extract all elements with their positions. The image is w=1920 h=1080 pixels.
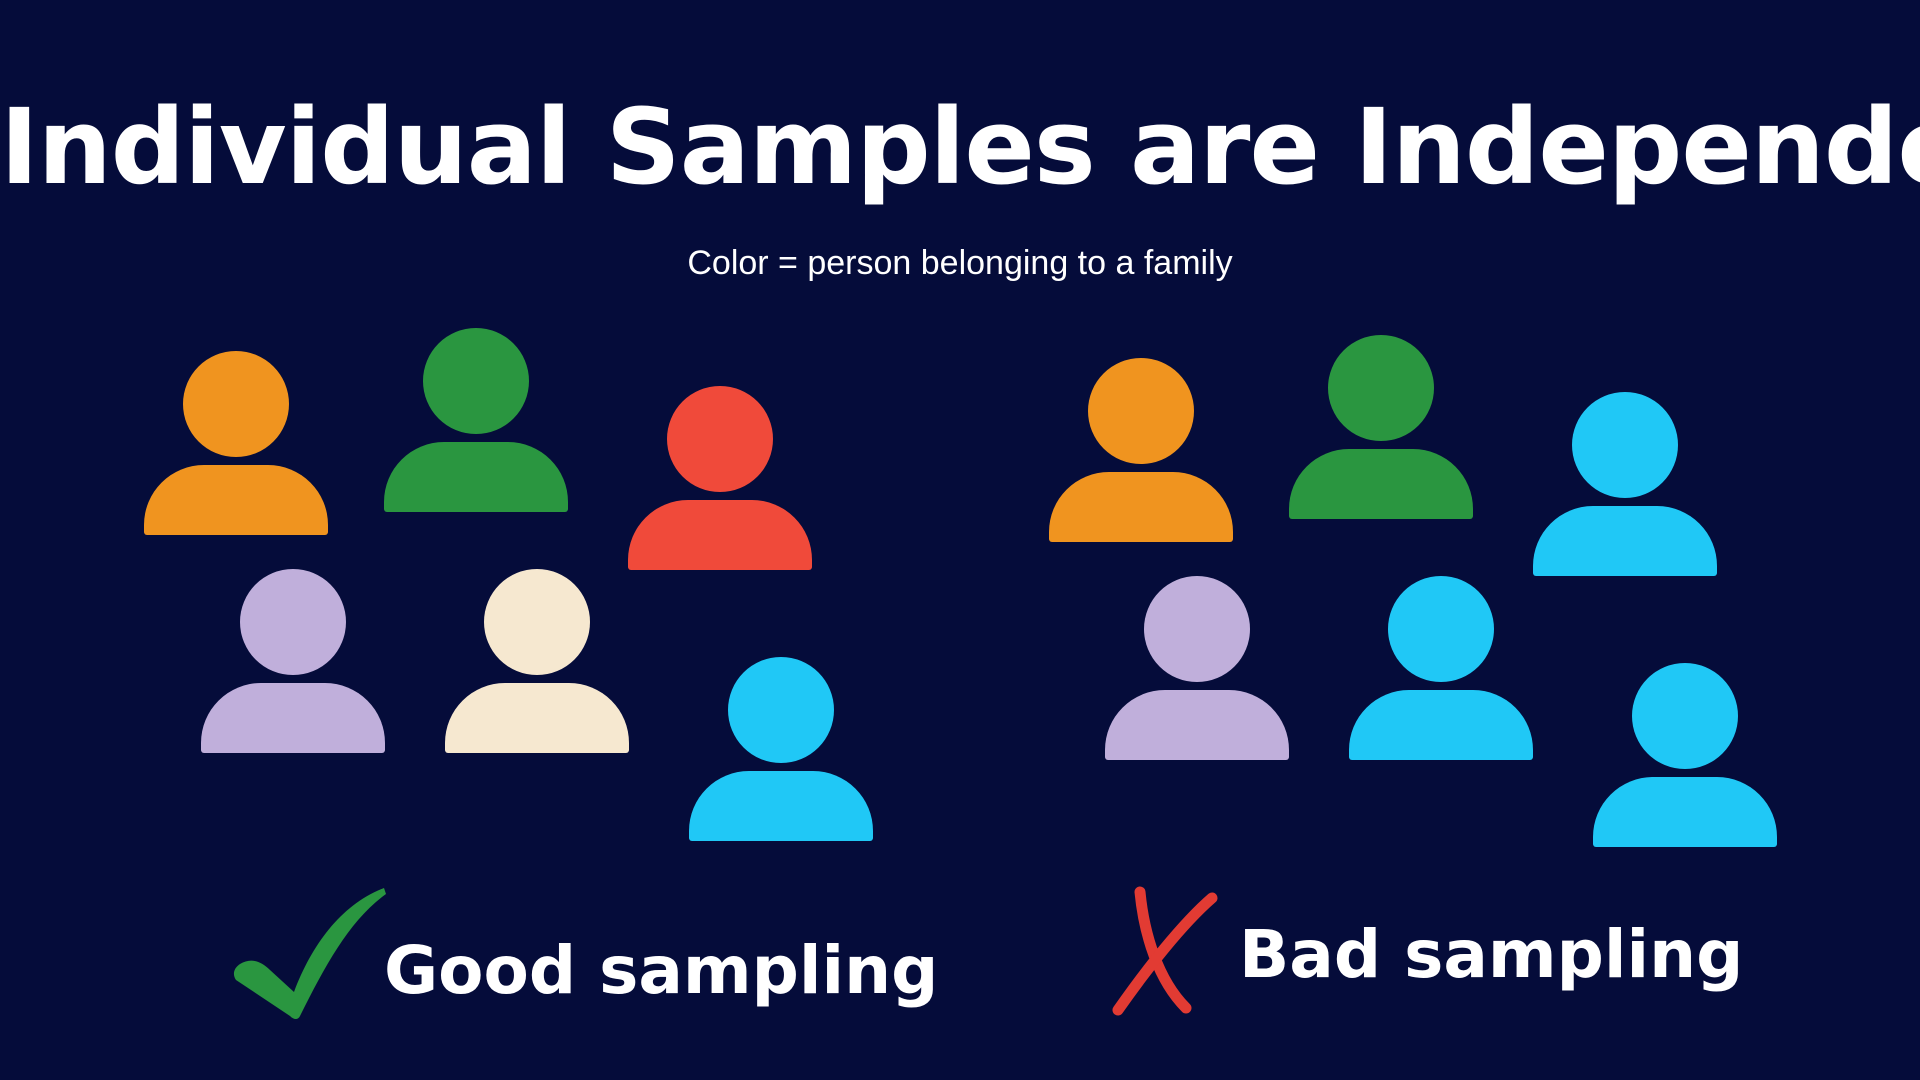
person-head xyxy=(728,657,834,763)
person-head xyxy=(183,351,289,457)
person-head xyxy=(423,328,529,434)
person-body xyxy=(689,771,873,841)
person-body xyxy=(1533,506,1717,576)
person-body xyxy=(445,683,629,753)
page-title: Individual Samples are Independent xyxy=(0,86,1920,208)
cross-stroke xyxy=(1112,892,1218,1016)
cross-icon xyxy=(1112,886,1218,1016)
bad-sampling-label: Bad sampling xyxy=(1239,916,1744,993)
person-icon xyxy=(1533,392,1717,576)
person-head xyxy=(1088,358,1194,464)
person-body xyxy=(201,683,385,753)
person-body xyxy=(144,465,328,535)
person-icon xyxy=(201,569,385,753)
person-head xyxy=(667,386,773,492)
person-body xyxy=(384,442,568,512)
person-icon xyxy=(144,351,328,535)
person-head xyxy=(240,569,346,675)
person-head xyxy=(1632,663,1738,769)
checkmark-icon xyxy=(233,888,386,1019)
person-body xyxy=(1349,690,1533,760)
person-body xyxy=(1593,777,1777,847)
person-head xyxy=(1388,576,1494,682)
person-icon xyxy=(1289,335,1473,519)
person-icon xyxy=(445,569,629,753)
person-body xyxy=(1049,472,1233,542)
person-icon xyxy=(1105,576,1289,760)
person-icon xyxy=(384,328,568,512)
person-body xyxy=(628,500,812,570)
person-body xyxy=(1105,690,1289,760)
person-head xyxy=(1328,335,1434,441)
checkmark-shape xyxy=(233,888,386,1019)
person-head xyxy=(1572,392,1678,498)
person-body xyxy=(1289,449,1473,519)
good-sampling-label: Good sampling xyxy=(384,932,939,1009)
person-icon xyxy=(1049,358,1233,542)
person-icon xyxy=(1593,663,1777,847)
person-head xyxy=(1144,576,1250,682)
page-subtitle: Color = person belonging to a family xyxy=(687,244,1233,282)
person-icon xyxy=(1349,576,1533,760)
person-head xyxy=(484,569,590,675)
person-icon xyxy=(689,657,873,841)
person-icon xyxy=(628,386,812,570)
